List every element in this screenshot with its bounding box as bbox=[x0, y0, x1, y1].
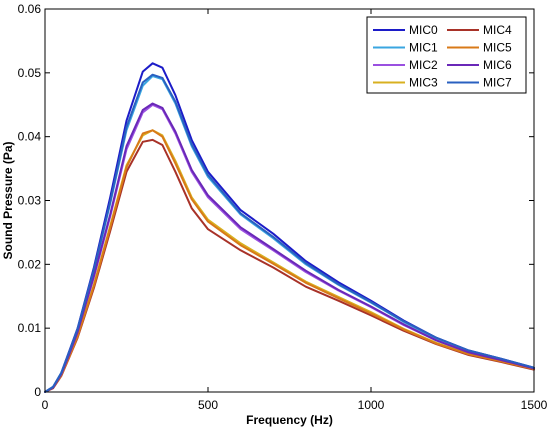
y-tick-label: 0.02 bbox=[18, 257, 42, 271]
x-tick-label: 500 bbox=[198, 398, 218, 412]
y-axis-title: Sound Pressure (Pa) bbox=[1, 141, 15, 259]
series-line-mic0 bbox=[44, 62, 535, 393]
y-tick-label: 0.05 bbox=[18, 66, 42, 80]
legend-label-mic6: MIC6 bbox=[483, 58, 512, 72]
legend-label-mic3: MIC3 bbox=[409, 76, 438, 90]
y-tick-label: 0 bbox=[34, 385, 41, 399]
y-tick-label: 0.03 bbox=[18, 194, 42, 208]
legend: MIC0 MIC1 MIC2 MIC3 MIC4 MIC5 MIC6 MIC7 bbox=[366, 16, 527, 94]
x-tick-label: 1500 bbox=[521, 398, 548, 412]
legend-label-mic2: MIC2 bbox=[409, 58, 438, 72]
x-axis-title: Frequency (Hz) bbox=[246, 413, 333, 427]
series-layer bbox=[44, 62, 535, 393]
series-line-mic5 bbox=[44, 129, 535, 393]
x-tick-label: 0 bbox=[42, 398, 49, 412]
axis-layer: 0 500 1000 1500 0 0.01 0.02 0.03 0.04 0.05 0.06 bbox=[18, 2, 548, 412]
legend-label-mic7: MIC7 bbox=[483, 76, 512, 90]
legend-label-mic0: MIC0 bbox=[409, 23, 438, 37]
x-tick-label: 1000 bbox=[358, 398, 385, 412]
series-line-mic6 bbox=[44, 102, 535, 393]
legend-label-mic1: MIC1 bbox=[409, 41, 438, 55]
y-tick-label: 0.01 bbox=[18, 321, 42, 335]
legend-label-mic4: MIC4 bbox=[483, 23, 512, 37]
series-line-mic1 bbox=[44, 75, 535, 393]
y-tick-label: 0.06 bbox=[18, 2, 42, 16]
legend-label-mic5: MIC5 bbox=[483, 41, 512, 55]
y-tick-label: 0.04 bbox=[18, 130, 42, 144]
series-line-mic7 bbox=[44, 73, 535, 393]
